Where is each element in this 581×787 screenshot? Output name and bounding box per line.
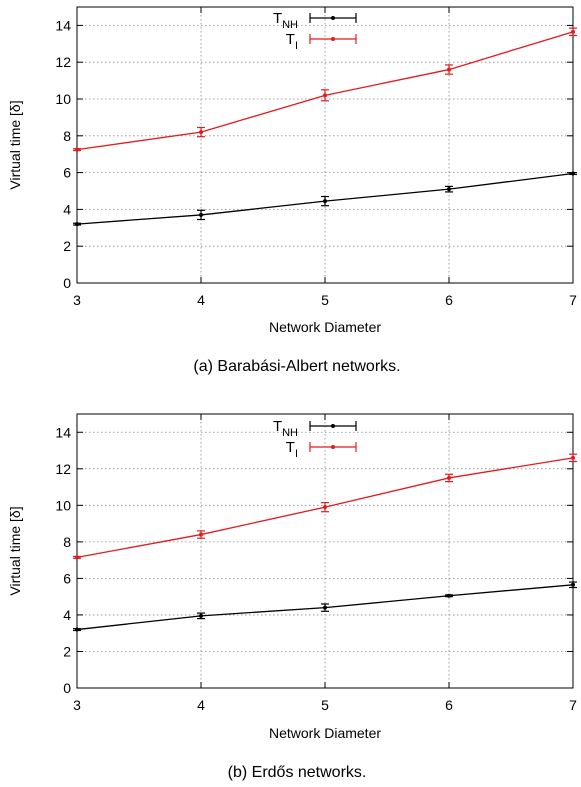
- y-axis-label: Virtual time [δ]: [7, 506, 23, 595]
- x-tick-label: 7: [569, 697, 577, 713]
- x-tick-label: 3: [73, 697, 81, 713]
- data-point: [571, 29, 575, 34]
- data-point: [447, 593, 451, 598]
- chart-caption: (a) Barabási-Albert networks.: [193, 358, 400, 375]
- x-tick-label: 6: [445, 697, 453, 713]
- data-point: [199, 532, 203, 537]
- data-point: [571, 582, 575, 587]
- y-tick-label: 6: [63, 165, 71, 181]
- y-tick-label: 6: [63, 570, 71, 586]
- y-tick-label: 8: [63, 534, 71, 550]
- y-tick-label: 4: [63, 201, 71, 217]
- x-tick-label: 5: [321, 697, 329, 713]
- legend-marker: [331, 424, 335, 428]
- data-point: [447, 475, 451, 480]
- y-tick-label: 4: [63, 607, 71, 623]
- x-tick-label: 6: [445, 292, 453, 308]
- y-tick-label: 10: [55, 497, 71, 513]
- legend-marker: [331, 445, 335, 449]
- legend-label: TI: [286, 31, 298, 52]
- x-tick-label: 5: [321, 292, 329, 308]
- data-point: [199, 130, 203, 135]
- y-tick-label: 14: [55, 424, 71, 440]
- series-TNH: [73, 581, 577, 632]
- y-tick-label: 2: [63, 643, 71, 659]
- data-point: [323, 505, 327, 510]
- data-point: [75, 555, 79, 560]
- data-point: [571, 455, 575, 460]
- legend-label: TNH: [273, 10, 298, 31]
- data-point: [323, 199, 327, 204]
- chart-2: 0 2 4 6 8 10 12 14 3 4 5 6 7 Network Diameter Virtual …: [7, 413, 577, 781]
- data-point: [199, 212, 203, 217]
- y-tick-label: 14: [55, 17, 71, 33]
- x-axis-label: Network Diameter: [269, 319, 381, 335]
- data-point: [447, 187, 451, 192]
- data-point: [323, 605, 327, 610]
- data-point: [571, 171, 575, 176]
- y-tick-label: 0: [63, 680, 71, 696]
- chart-1: 0 2 4 6 8 10 12 14 3 4 5 6 7 Network Diameter Virtual …: [7, 6, 577, 375]
- y-tick-label: 2: [63, 238, 71, 254]
- data-point: [447, 67, 451, 72]
- data-point: [75, 222, 79, 227]
- chart-caption: (b) Erdős networks.: [228, 764, 367, 781]
- legend-marker: [331, 16, 335, 20]
- y-tick-label: 0: [63, 275, 71, 291]
- series-TI: [73, 27, 577, 152]
- legend-label: TI: [286, 439, 298, 460]
- legend-label: TNH: [273, 418, 298, 439]
- data-point: [75, 147, 79, 152]
- x-axis-label: Network Diameter: [269, 725, 381, 741]
- data-point: [323, 93, 327, 98]
- series-TI: [73, 453, 577, 560]
- legend-marker: [331, 37, 335, 41]
- x-tick-label: 7: [569, 292, 577, 308]
- x-tick-label: 3: [73, 292, 81, 308]
- y-tick-label: 12: [55, 461, 71, 477]
- y-tick-label: 12: [55, 54, 71, 70]
- data-point: [75, 627, 79, 632]
- data-point: [199, 613, 203, 618]
- y-axis-label: Virtual time [δ]: [7, 100, 23, 189]
- y-tick-label: 10: [55, 91, 71, 107]
- x-tick-label: 4: [197, 292, 205, 308]
- x-tick-label: 4: [197, 697, 205, 713]
- series-TNH: [73, 171, 577, 227]
- y-tick-label: 8: [63, 128, 71, 144]
